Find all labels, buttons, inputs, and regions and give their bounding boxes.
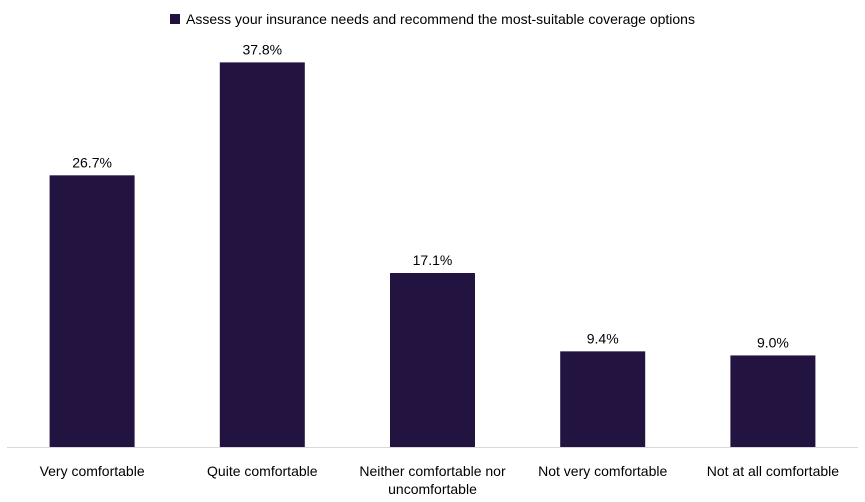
data-label: 37.8% [242,41,282,57]
bar [390,273,475,447]
data-label: 17.1% [413,252,453,268]
category-label: Neither comfortable nor [359,463,506,479]
data-label: 9.0% [757,334,789,350]
legend: Assess your insurance needs and recommen… [0,11,865,27]
category-label: Not very comfortable [538,463,667,479]
bar [49,175,135,447]
category-label: Quite comfortable [207,463,318,479]
category-label: uncomfortable [388,481,477,497]
bar [730,355,816,447]
bar [219,62,305,447]
legend-swatch [170,14,181,24]
data-label: 9.4% [587,330,619,346]
legend-label: Assess your insurance needs and recommen… [186,11,695,27]
category-label: Very comfortable [40,463,145,479]
bar [560,351,646,447]
category-label: Not at all comfortable [707,463,839,479]
data-label: 26.7% [72,154,112,170]
